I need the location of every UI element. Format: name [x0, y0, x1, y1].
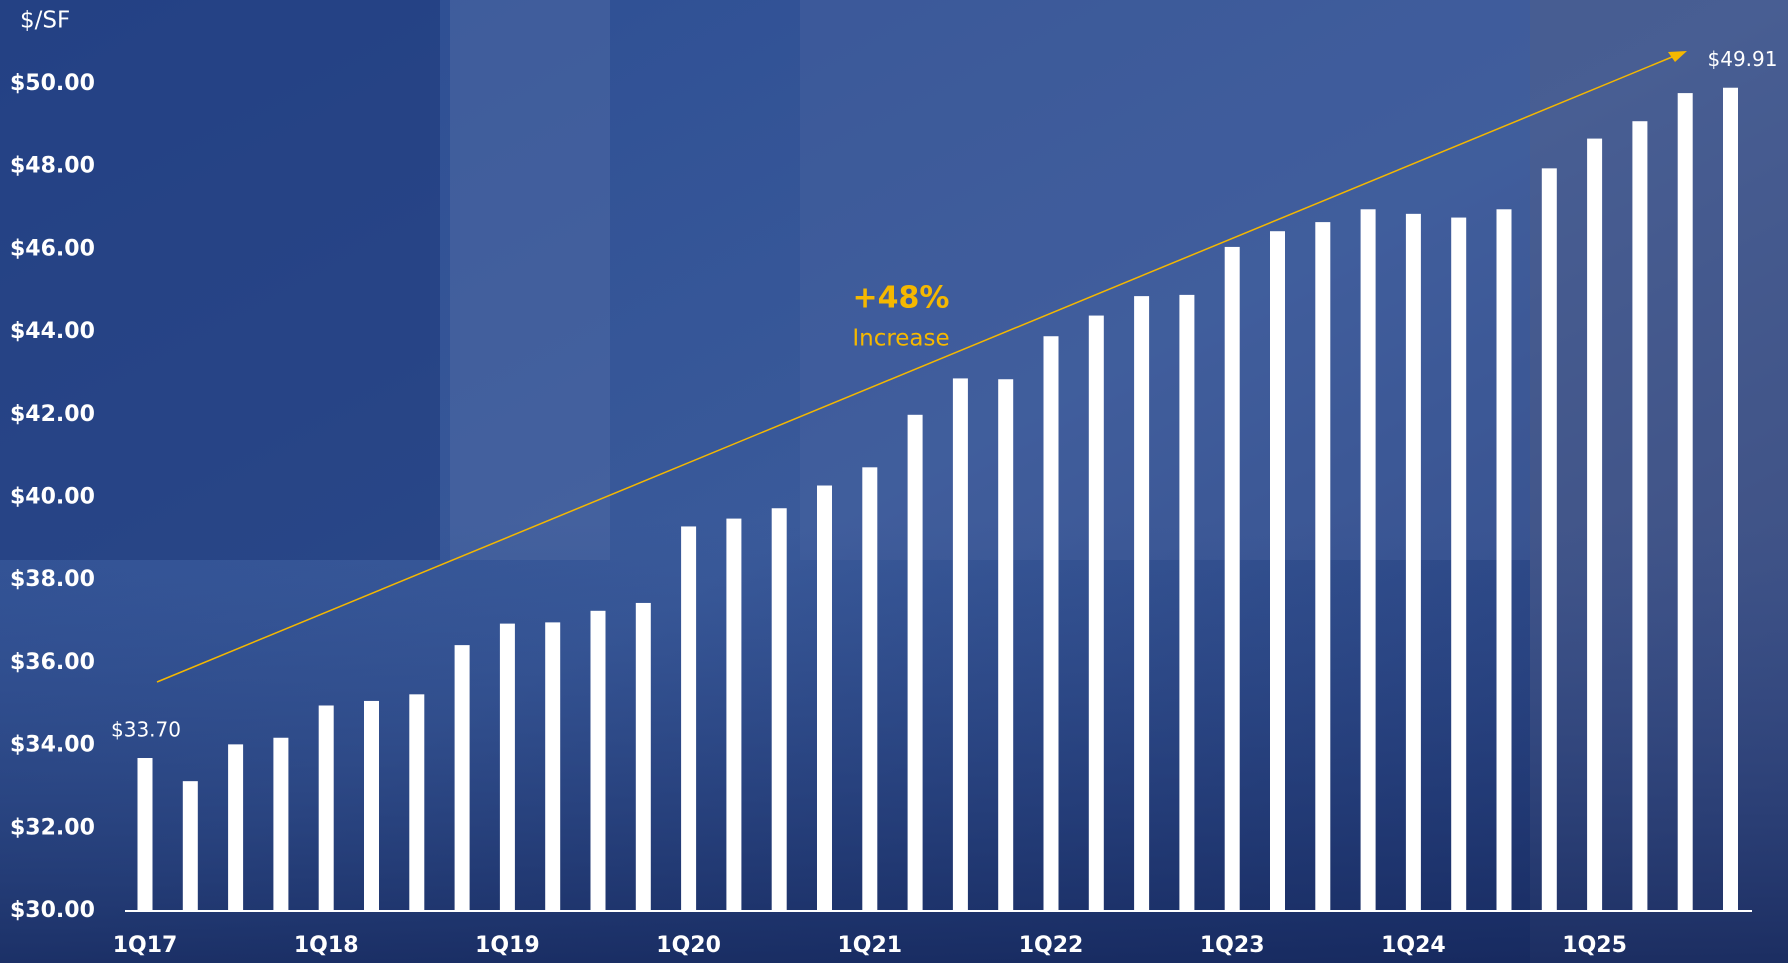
bar: [1587, 139, 1602, 911]
bar: [1542, 168, 1557, 911]
y-tick-label: $36.00: [10, 650, 95, 675]
x-tick-label: 1Q24: [1381, 933, 1446, 958]
bar: [183, 781, 198, 911]
bar: [1270, 231, 1285, 911]
y-axis-title: $/SF: [20, 8, 70, 34]
bar: [908, 415, 923, 911]
x-tick-label: 1Q25: [1562, 933, 1627, 958]
x-tick-label: 1Q21: [837, 933, 902, 958]
bar: [1044, 336, 1059, 911]
x-tick-label: 1Q20: [656, 933, 721, 958]
y-tick-label: $44.00: [10, 319, 95, 344]
bar: [591, 611, 606, 911]
bar: [1361, 209, 1376, 911]
page: $/SF $30.00 $32.00 $34.00 $36.00 $38.00 $40.0…: [0, 0, 1788, 963]
y-tick-label: $38.00: [10, 567, 95, 592]
value-label: $49.91: [1708, 47, 1778, 71]
chart: $/SF $30.00 $32.00 $34.00 $36.00 $38.00 $40.0…: [0, 0, 1788, 963]
bar: [681, 526, 696, 911]
bar: [319, 705, 334, 911]
bar: [1315, 222, 1330, 911]
bar: [1225, 247, 1240, 911]
y-tick-label: $30.00: [10, 898, 95, 923]
bar: [726, 519, 741, 911]
bar: [1406, 214, 1421, 911]
y-tick-label: $40.00: [10, 485, 95, 510]
y-tick-label: $46.00: [10, 236, 95, 261]
y-tick-label: $42.00: [10, 402, 95, 427]
annotation-sub: Increase: [852, 326, 949, 352]
bar: [273, 738, 288, 911]
x-tick-label: 1Q17: [113, 933, 178, 958]
bar: [772, 508, 787, 911]
y-tick-label: $34.00: [10, 733, 95, 758]
annotation: +48%: [853, 281, 950, 316]
bar: [364, 701, 379, 911]
bar: [500, 624, 515, 911]
x-tick-label: 1Q18: [294, 933, 359, 958]
x-tick-label: 1Q23: [1200, 933, 1265, 958]
bar: [817, 486, 832, 911]
bar: [138, 758, 153, 911]
floor: [0, 520, 1788, 963]
value-label: $33.70: [111, 718, 181, 742]
wood-panel: [450, 0, 610, 560]
bar: [1179, 295, 1194, 911]
y-tick-label: $32.00: [10, 815, 95, 840]
bar: [862, 467, 877, 911]
bar: [455, 645, 470, 911]
bar: [1089, 316, 1104, 911]
bar: [228, 744, 243, 911]
x-tick-label: 1Q22: [1019, 933, 1084, 958]
bar: [998, 379, 1013, 911]
bar: [953, 378, 968, 911]
bar: [1134, 296, 1149, 911]
bar: [1451, 218, 1466, 911]
x-tick-label: 1Q19: [475, 933, 540, 958]
bar: [1723, 88, 1738, 911]
bar: [636, 603, 651, 911]
bar: [1632, 121, 1647, 911]
bar: [1497, 209, 1512, 911]
y-tick-label: $48.00: [10, 154, 95, 179]
bar: [545, 622, 560, 911]
bar: [409, 694, 424, 911]
y-tick-label: $50.00: [10, 71, 95, 96]
bar: [1678, 93, 1693, 911]
